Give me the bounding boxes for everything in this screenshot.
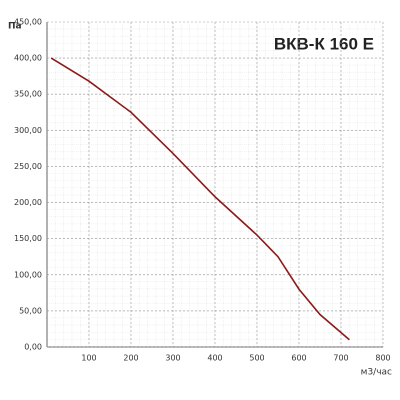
y-tick-label: 300,00 (14, 126, 42, 135)
x-axis-label: м3/час (361, 368, 392, 378)
y-axis-label: Па (8, 22, 22, 32)
x-tick-label: 500 (249, 354, 264, 363)
y-tick-label: 450,00 (14, 18, 42, 27)
y-tick-label: 100,00 (14, 270, 42, 279)
x-tick-label: 600 (291, 354, 306, 363)
x-tick-label: 300 (165, 354, 180, 363)
title-box (280, 30, 378, 58)
minor-grid (47, 22, 383, 347)
line (50, 57, 350, 341)
chart-title: ВКВ-К 160 Е (274, 34, 374, 53)
y-tick-label: 50,00 (19, 306, 42, 315)
y-tick-label: 400,00 (14, 54, 42, 63)
y-tick-label: 150,00 (14, 234, 42, 243)
y-tick-label: 0,00 (24, 343, 42, 352)
x-tick-label: 700 (333, 354, 348, 363)
x-tick-label: 800 (375, 354, 390, 363)
y-tick-label: 350,00 (14, 90, 42, 99)
y-tick-label: 200,00 (14, 198, 42, 207)
x-tick-label: 200 (123, 354, 138, 363)
y-tick-label: 250,00 (14, 162, 42, 171)
x-tick-label: 100 (81, 354, 96, 363)
x-tick-label: 400 (207, 354, 222, 363)
